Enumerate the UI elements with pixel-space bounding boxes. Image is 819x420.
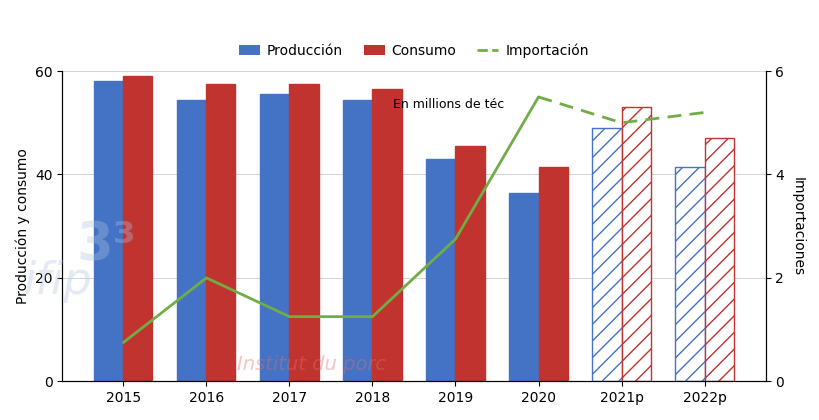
Bar (509, 193, 538, 381)
Bar (592, 128, 621, 381)
Legend: Producción, Consumo, Importación: Producción, Consumo, Importación (233, 38, 594, 63)
Y-axis label: Importaciones: Importaciones (790, 177, 804, 276)
Text: Institut du porc: Institut du porc (237, 354, 386, 374)
Text: En millions de téc: En millions de téc (392, 98, 504, 111)
Bar (260, 94, 289, 381)
Bar (372, 89, 401, 381)
Bar (206, 84, 235, 381)
Bar (124, 76, 152, 381)
Bar (94, 81, 124, 381)
Y-axis label: Producción y consumo: Producción y consumo (15, 148, 29, 304)
Bar (289, 84, 318, 381)
Bar (621, 107, 649, 381)
Bar (343, 100, 372, 381)
Text: ifip: ifip (23, 260, 92, 303)
Bar (675, 167, 704, 381)
Bar (426, 159, 455, 381)
Bar (538, 167, 567, 381)
Bar (704, 138, 733, 381)
Text: 3³: 3³ (76, 219, 137, 271)
Bar (455, 146, 484, 381)
Bar (177, 100, 206, 381)
